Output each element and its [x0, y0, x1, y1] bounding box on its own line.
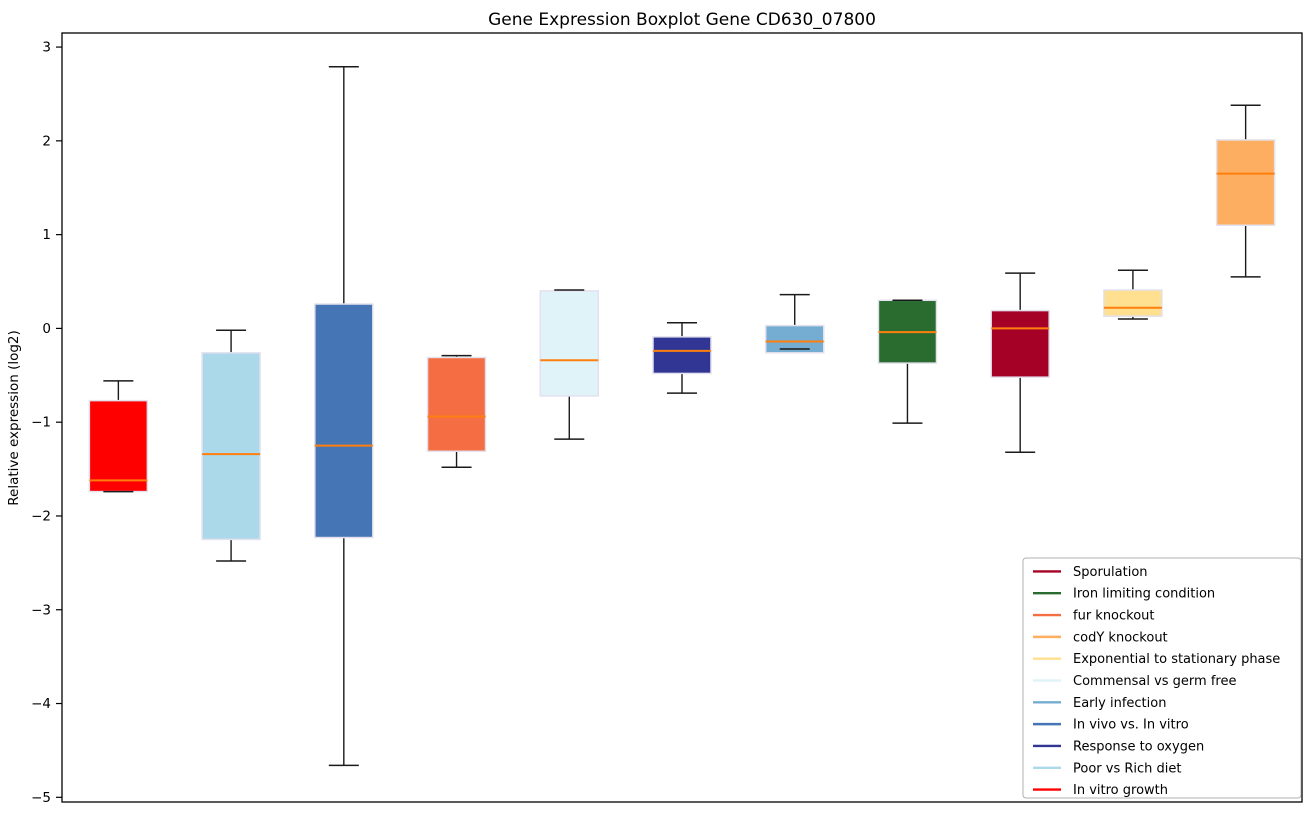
legend-entry-label: fur knockout: [1073, 609, 1155, 624]
iqr-box: [201, 352, 261, 541]
legend-entry: Exponential to stationary phase: [1033, 652, 1280, 667]
legend-entry-label: Exponential to stationary phase: [1073, 652, 1280, 667]
y-tick-label: −5: [31, 790, 51, 806]
y-tick: 1: [42, 227, 62, 243]
iqr-box: [539, 290, 600, 397]
legend-entry-label: codY knockout: [1073, 630, 1168, 645]
y-tick: −3: [31, 602, 62, 618]
box-exponential-to-stationary-phase: [1103, 269, 1163, 320]
box-iron-limiting-condition: [877, 299, 938, 424]
legend-entry-label: Commensal vs germ free: [1073, 674, 1236, 689]
y-tick: −4: [31, 696, 62, 712]
legend-entry-label: In vitro growth: [1073, 783, 1168, 798]
y-tick-label: 0: [42, 321, 51, 337]
y-tick-label: −3: [31, 602, 51, 618]
legend: Sporulation Iron limiting condition fur kn…: [1022, 557, 1302, 799]
iqr-box: [1103, 289, 1163, 317]
box-response-to-oxygen: [652, 322, 712, 394]
legend-entry-label: In vivo vs. In vitro: [1073, 718, 1189, 733]
legend-entry: Early infection: [1033, 696, 1166, 711]
box-fur-knockout: [426, 354, 487, 468]
y-tick-label: 3: [42, 40, 51, 56]
y-tick-label: −2: [31, 508, 51, 524]
legend-entry-label: Response to oxygen: [1073, 739, 1204, 754]
box-in-vitro-growth: [88, 380, 149, 493]
y-tick: −1: [31, 415, 62, 431]
iqr-box: [764, 324, 825, 354]
chart-title: Gene Expression Boxplot Gene CD630_07800: [488, 10, 876, 30]
boxplot-boxes: [88, 66, 1276, 767]
y-tick: 2: [42, 133, 62, 149]
legend-entry: Response to oxygen: [1033, 739, 1204, 754]
y-tick: 0: [42, 321, 62, 337]
y-axis-label: Relative expression (log2): [6, 330, 22, 506]
y-tick-label: 2: [42, 133, 51, 149]
legend-entry: codY knockout: [1033, 630, 1168, 645]
legend-box: [1022, 557, 1302, 799]
y-tick-label: −1: [31, 415, 51, 431]
legend-entry: Poor vs Rich diet: [1033, 761, 1181, 776]
legend-entry-label: Early infection: [1073, 696, 1166, 711]
legend-entry: In vitro growth: [1033, 783, 1168, 798]
legend-entry-label: Sporulation: [1073, 565, 1148, 580]
iqr-box: [1215, 139, 1276, 226]
box-in-vivo-vs-in-vitro: [314, 66, 374, 767]
y-tick: −2: [31, 508, 62, 524]
box-sporulation: [990, 272, 1050, 453]
iqr-box: [426, 356, 487, 453]
iqr-box: [652, 336, 712, 375]
iqr-box: [990, 309, 1050, 378]
legend-entry: Iron limiting condition: [1033, 587, 1215, 602]
box-cody-knockout: [1215, 104, 1276, 278]
y-axis-ticks: 3 2 1 0 −1 −2 −3 −4 −5: [31, 40, 62, 806]
box-early-infection: [764, 293, 825, 354]
legend-entry: fur knockout: [1033, 609, 1155, 624]
y-tick-label: 1: [42, 227, 51, 243]
y-tick: 3: [42, 40, 62, 56]
iqr-box: [314, 303, 374, 539]
legend-entry: Sporulation: [1033, 565, 1148, 580]
y-tick: −5: [31, 790, 62, 806]
y-tick-label: −4: [31, 696, 51, 712]
iqr-box: [88, 399, 149, 493]
legend-entry-label: Iron limiting condition: [1073, 587, 1215, 602]
plot-area-border: [61, 32, 1303, 803]
legend-entry: Commensal vs germ free: [1033, 674, 1236, 689]
box-poor-vs-rich-diet: [201, 329, 261, 562]
legend-entry-label: Poor vs Rich diet: [1073, 761, 1181, 776]
legend-entry: In vivo vs. In vitro: [1033, 718, 1189, 733]
box-commensal-vs-germ-free: [539, 289, 600, 440]
